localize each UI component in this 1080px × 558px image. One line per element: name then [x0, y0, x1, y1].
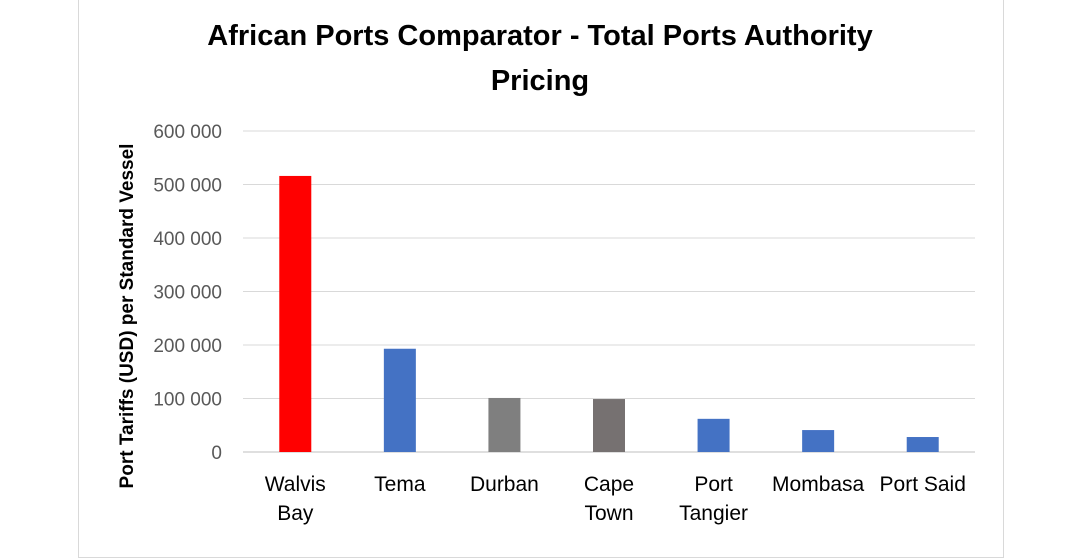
bar — [383, 348, 416, 452]
category-label: Walvis — [265, 473, 326, 496]
bar — [593, 399, 625, 452]
bar — [279, 175, 312, 452]
y-tick-label: 100 000 — [153, 390, 222, 411]
category-label: Tema — [374, 473, 426, 496]
y-tick-label: 300 000 — [153, 283, 222, 304]
bar — [488, 397, 521, 452]
category-label: Cape — [584, 473, 634, 496]
gridlines — [243, 130, 975, 453]
bar — [802, 430, 835, 452]
chart-title-line-2: Pricing — [491, 65, 589, 97]
category-label: Durban — [470, 473, 539, 496]
category-label: Bay — [277, 502, 314, 525]
category-labels: Walvis Bay Tema Durban Cape Town Port Tangier Mo… — [265, 473, 966, 525]
category-label: Port Said — [880, 473, 966, 496]
bars — [279, 175, 939, 452]
category-label: Tangier — [679, 502, 748, 525]
category-label: Town — [584, 502, 633, 525]
y-tick-label: 400 000 — [153, 229, 222, 250]
category-label: Port — [694, 473, 733, 496]
bar-chart: African Ports Comparator - Total Ports A… — [117, 20, 975, 525]
y-tick-label: 500 000 — [153, 176, 222, 197]
chart-title-line-1: African Ports Comparator - Total Ports A… — [207, 20, 872, 52]
y-tick-label: 200 000 — [153, 336, 222, 357]
y-axis-label: Port Tariffs (USD) per Standard Vessel — [117, 144, 138, 489]
y-tick-label: 600 000 — [153, 122, 222, 143]
category-label: Mombasa — [772, 473, 865, 496]
y-tick-label: 0 — [211, 443, 222, 464]
y-tick-labels: 0 100 000 200 000 300 000 400 000 500 000 600 … — [153, 122, 222, 464]
bar — [906, 437, 939, 452]
bar — [697, 418, 730, 452]
